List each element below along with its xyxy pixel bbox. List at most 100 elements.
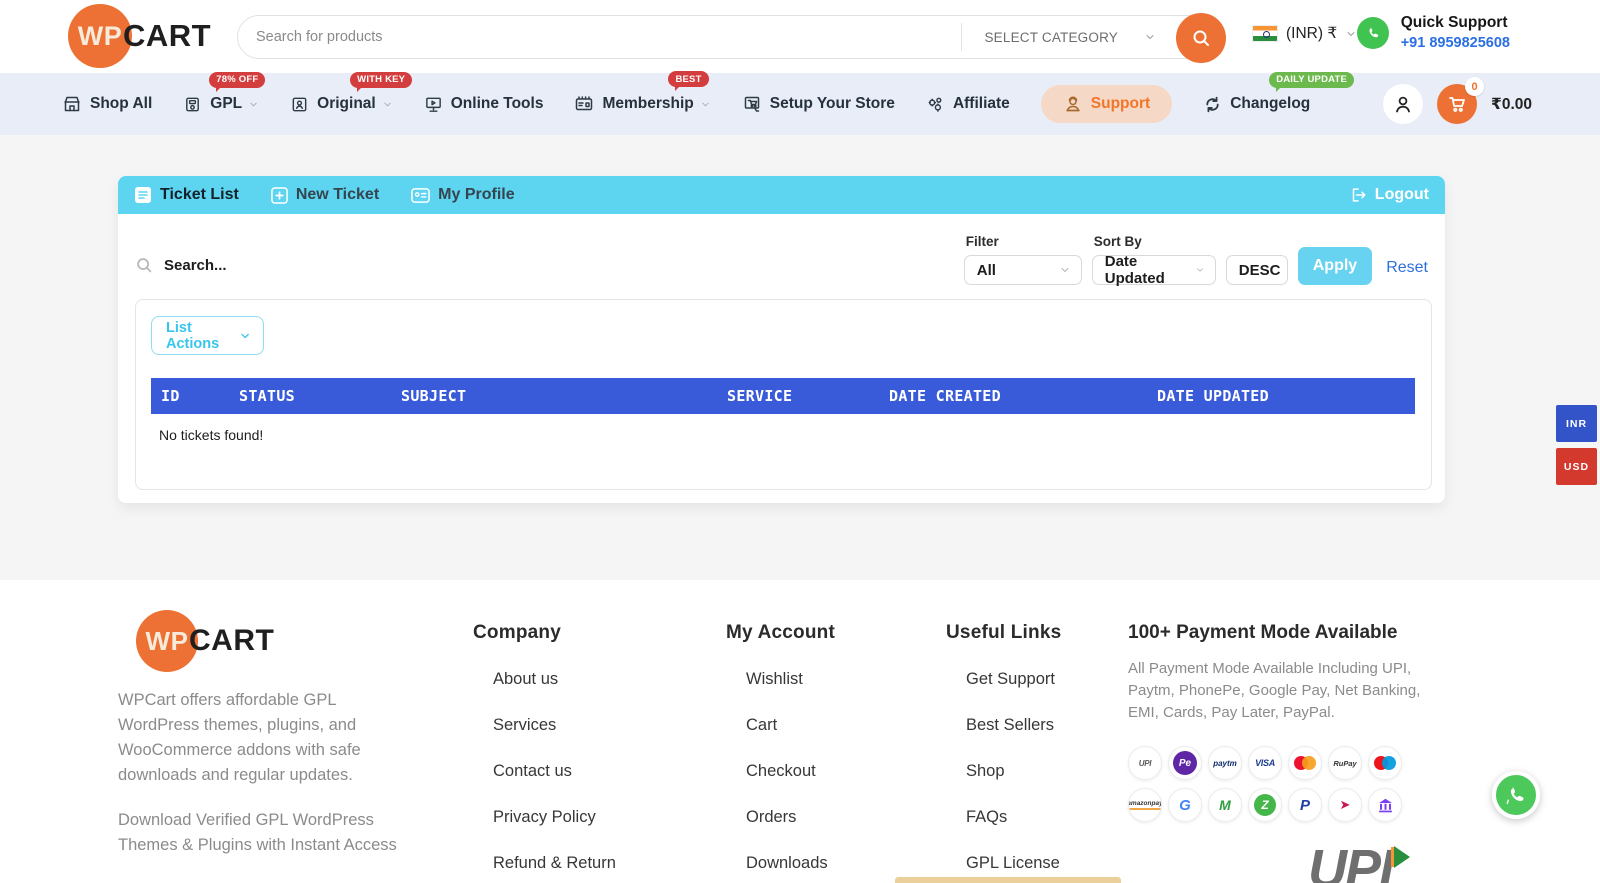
list-actions-label: List Actions bbox=[166, 319, 220, 352]
nav-label: Support bbox=[1090, 95, 1151, 112]
search-icon bbox=[1193, 30, 1209, 46]
presentation-icon bbox=[425, 97, 441, 112]
search-button[interactable] bbox=[1176, 13, 1226, 63]
account-button[interactable] bbox=[1383, 84, 1424, 124]
reset-link[interactable]: Reset bbox=[1386, 259, 1428, 276]
logout-label: Logout bbox=[1374, 186, 1429, 203]
currency-inr-button[interactable]: INR bbox=[1556, 405, 1597, 442]
cart-button[interactable]: 0 bbox=[1437, 77, 1485, 124]
storefront-icon bbox=[64, 96, 80, 112]
upi-watermark: UPI bbox=[1308, 838, 1410, 883]
plus-icon bbox=[271, 186, 288, 204]
tab-my-profile[interactable]: My Profile bbox=[411, 186, 515, 205]
nav-label: Online Tools bbox=[450, 95, 544, 112]
currency-switcher: INR USD bbox=[1556, 405, 1597, 485]
slice-icon: ➤ bbox=[1328, 788, 1362, 822]
user-icon bbox=[1396, 96, 1410, 113]
tab-new-ticket[interactable]: New Ticket bbox=[271, 186, 379, 204]
visa-icon: VISA bbox=[1248, 746, 1282, 780]
nav-label: Shop All bbox=[90, 95, 153, 112]
nav-label: Membership bbox=[602, 95, 694, 112]
col-subject: SUBJECT bbox=[401, 387, 467, 405]
filter-select[interactable]: All bbox=[963, 255, 1082, 285]
footer-about-text: WPCart offers affordable GPL WordPress t… bbox=[118, 691, 361, 784]
nav-item-shop-all[interactable]: Shop All bbox=[62, 94, 152, 114]
nav-item-gpl[interactable]: 78% OFF GPL bbox=[183, 71, 266, 114]
tab-label: Ticket List bbox=[160, 186, 239, 203]
empty-message: No tickets found! bbox=[159, 427, 264, 443]
id-card-icon bbox=[411, 187, 430, 203]
ticket-table-box: List Actions ID STATUS SUBJECT SERVICE D… bbox=[135, 299, 1432, 490]
nav-label: Original bbox=[317, 95, 376, 112]
footer-link-about-us[interactable]: About us bbox=[493, 670, 559, 688]
footer-link-cart[interactable]: Cart bbox=[746, 716, 778, 734]
phonepe-icon: Pe bbox=[1168, 746, 1202, 780]
category-select[interactable]: SELECT CATEGORY bbox=[961, 23, 1176, 51]
currency-label: (INR) ₹ bbox=[1286, 25, 1338, 42]
google-pay-icon: G bbox=[1168, 788, 1202, 822]
list-actions-select[interactable]: List Actions bbox=[151, 316, 264, 355]
ticket-search bbox=[134, 255, 464, 275]
footer-link-orders[interactable]: Orders bbox=[746, 808, 797, 826]
upi-icon: UPI bbox=[1128, 746, 1162, 780]
footer-account-title: My Account bbox=[726, 622, 835, 643]
nav-item-support[interactable]: Support bbox=[1040, 85, 1173, 123]
apply-button[interactable]: Apply bbox=[1297, 247, 1373, 285]
nav-item-changelog[interactable]: DAILY UPDATE Changelog bbox=[1203, 71, 1355, 114]
sort-field-select[interactable]: Date Updated bbox=[1091, 253, 1216, 287]
filter-value: All bbox=[976, 261, 996, 279]
nav-item-affiliate[interactable]: Affiliate bbox=[926, 95, 1010, 114]
currency-select[interactable]: (INR) ₹ bbox=[1252, 24, 1357, 43]
footer-link-privacy-policy[interactable]: Privacy Policy bbox=[493, 808, 596, 826]
footer-link-faqs[interactable]: FAQs bbox=[966, 808, 1008, 826]
footer-wpcart-logo[interactable]: WP CART bbox=[136, 610, 410, 672]
nav-item-membership[interactable]: BEST Membership bbox=[574, 71, 710, 114]
footer-link-gpl-license[interactable]: GPL License bbox=[966, 854, 1060, 872]
col-service: SERVICE bbox=[727, 387, 793, 405]
certificate-icon bbox=[292, 97, 307, 111]
maestro-icon bbox=[1368, 746, 1402, 780]
footer-about-text-2: Download Verified GPL WordPress Themes &… bbox=[118, 811, 397, 854]
whatsapp-float-button[interactable] bbox=[1492, 771, 1540, 819]
sort-direction-select[interactable]: DESC bbox=[1225, 255, 1288, 285]
nav-item-setup-your-store[interactable]: Setup Your Store bbox=[742, 94, 895, 114]
net-banking-icon bbox=[1368, 788, 1402, 822]
logo-cart-text: CART bbox=[189, 624, 275, 657]
nav-label: GPL bbox=[210, 95, 243, 112]
chevron-down-icon bbox=[384, 102, 391, 106]
footer-useful-column: Useful Links Get Support Best Sellers Sh… bbox=[946, 622, 1061, 883]
tab-ticket-list[interactable]: Ticket List bbox=[134, 186, 239, 204]
nav-item-online-tools[interactable]: Online Tools bbox=[424, 95, 544, 114]
category-select-label: SELECT CATEGORY bbox=[984, 29, 1118, 45]
wpcart-logo[interactable]: WP CART bbox=[68, 4, 211, 68]
whatsapp-icon[interactable] bbox=[1356, 16, 1389, 49]
footer-link-services[interactable]: Services bbox=[493, 716, 557, 734]
footer-link-contact-us[interactable]: Contact us bbox=[493, 762, 572, 780]
cart-total: ₹0.00 bbox=[1491, 95, 1532, 113]
footer-useful-title: Useful Links bbox=[946, 622, 1062, 643]
footer-link-refund-return[interactable]: Refund & Return bbox=[493, 854, 616, 872]
quick-support-phone[interactable]: +91 8959825608 bbox=[1400, 35, 1510, 51]
currency-usd-button[interactable]: USD bbox=[1556, 448, 1597, 485]
nav-badge-membership: BEST bbox=[668, 71, 709, 91]
logout-button[interactable]: Logout bbox=[1349, 186, 1429, 204]
paypal-icon: P bbox=[1288, 788, 1322, 822]
ticket-search-input[interactable] bbox=[164, 256, 464, 274]
footer-link-wishlist[interactable]: Wishlist bbox=[746, 670, 803, 688]
logo-wp-circle: WP bbox=[136, 610, 198, 672]
footer-link-get-support[interactable]: Get Support bbox=[966, 670, 1055, 688]
india-flag-icon bbox=[1252, 25, 1278, 42]
nav-item-original[interactable]: WITH KEY Original bbox=[290, 71, 413, 114]
zestmoney-icon: Z bbox=[1248, 788, 1282, 822]
footer-link-checkout[interactable]: Checkout bbox=[746, 762, 816, 780]
footer-payments: 100+ Payment Mode Available All Payment … bbox=[1128, 622, 1428, 822]
tab-label: My Profile bbox=[438, 186, 515, 203]
product-search-bar: SELECT CATEGORY bbox=[237, 13, 1226, 63]
product-search-input[interactable] bbox=[238, 29, 962, 45]
nav-label: Changelog bbox=[1230, 95, 1311, 112]
footer-link-downloads[interactable]: Downloads bbox=[746, 854, 828, 872]
footer-link-shop[interactable]: Shop bbox=[966, 762, 1005, 780]
footer-link-best-sellers[interactable]: Best Sellers bbox=[966, 716, 1055, 734]
nav-label: Setup Your Store bbox=[769, 95, 895, 112]
filter-label: Filter bbox=[965, 234, 999, 249]
